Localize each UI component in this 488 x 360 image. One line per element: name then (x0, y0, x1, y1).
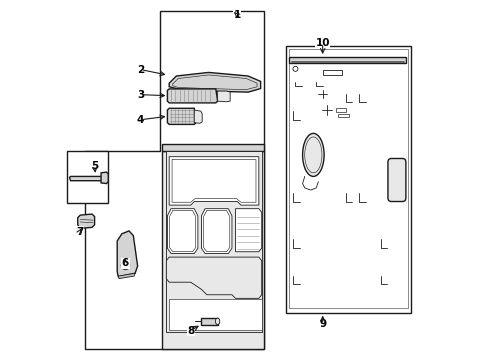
Polygon shape (166, 257, 261, 298)
Ellipse shape (215, 318, 219, 324)
Text: 6: 6 (122, 258, 129, 268)
Polygon shape (118, 273, 135, 279)
Ellipse shape (302, 134, 324, 176)
Polygon shape (194, 110, 202, 123)
Polygon shape (167, 108, 196, 125)
Bar (201, 318, 217, 325)
Polygon shape (85, 12, 264, 349)
Polygon shape (166, 151, 261, 332)
Bar (322, 69, 342, 75)
Text: 5: 5 (91, 161, 98, 171)
Polygon shape (78, 214, 94, 228)
Polygon shape (201, 209, 231, 253)
FancyBboxPatch shape (387, 158, 405, 202)
Polygon shape (169, 299, 261, 330)
Text: 7: 7 (76, 227, 83, 237)
Polygon shape (162, 151, 264, 349)
Polygon shape (167, 89, 217, 103)
Polygon shape (289, 57, 405, 63)
Polygon shape (169, 157, 258, 205)
Polygon shape (101, 172, 108, 184)
Polygon shape (235, 209, 261, 252)
Text: 1: 1 (233, 10, 241, 20)
Text: 4: 4 (137, 115, 144, 125)
Polygon shape (167, 209, 198, 253)
Text: 9: 9 (319, 319, 325, 329)
Polygon shape (162, 144, 264, 151)
Polygon shape (69, 176, 104, 181)
Polygon shape (169, 72, 260, 92)
Bar (335, 108, 346, 112)
Text: 2: 2 (137, 64, 144, 75)
Polygon shape (285, 45, 410, 313)
Polygon shape (117, 231, 137, 277)
Text: 3: 3 (137, 90, 144, 100)
Bar (338, 114, 348, 117)
Text: 10: 10 (315, 38, 329, 48)
Polygon shape (67, 151, 108, 203)
Polygon shape (217, 91, 230, 102)
Text: 8: 8 (187, 325, 194, 336)
